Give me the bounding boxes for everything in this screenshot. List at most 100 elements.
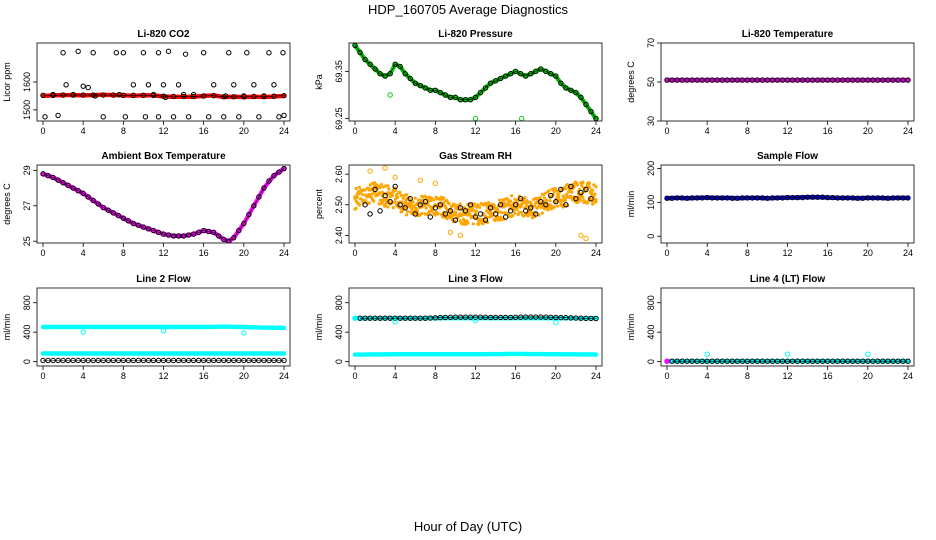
data-point xyxy=(538,314,544,320)
band-point xyxy=(484,209,489,213)
x-tick-label: 0 xyxy=(352,371,357,381)
data-point xyxy=(674,358,680,364)
band-point xyxy=(538,195,542,200)
data-point xyxy=(573,195,579,202)
series-line xyxy=(42,168,285,242)
data-point xyxy=(784,358,791,364)
data-point xyxy=(85,357,91,364)
y-tick-label: 400 xyxy=(646,325,656,340)
data-point xyxy=(90,197,96,204)
data-point xyxy=(281,92,287,99)
data-point xyxy=(50,357,56,364)
data-point xyxy=(412,80,418,86)
data-point xyxy=(774,358,781,364)
data-point xyxy=(824,194,831,201)
data-point xyxy=(875,358,881,364)
band-point xyxy=(378,185,382,189)
plot-area xyxy=(664,194,911,201)
data-point xyxy=(266,178,272,184)
data-point xyxy=(905,77,911,83)
data-point xyxy=(392,315,398,321)
data-point xyxy=(170,114,177,120)
data-point xyxy=(75,48,81,55)
data-point xyxy=(507,208,514,214)
data-point xyxy=(130,82,137,88)
band-point xyxy=(579,198,583,202)
x-tick-label: 4 xyxy=(81,248,86,258)
x-tick-label: 4 xyxy=(705,126,710,136)
data-point xyxy=(387,71,393,77)
data-point xyxy=(231,82,237,88)
data-point xyxy=(211,92,217,99)
data-point xyxy=(709,77,715,83)
data-point xyxy=(377,315,383,321)
y-tick-label: 27 xyxy=(22,201,32,211)
data-point xyxy=(809,358,816,364)
x-tick-label: 8 xyxy=(433,371,438,381)
data-point xyxy=(362,315,368,321)
data-point xyxy=(160,93,167,99)
band-point xyxy=(478,205,482,209)
data-point xyxy=(789,77,796,83)
data-point xyxy=(367,61,373,67)
data-point xyxy=(256,357,262,364)
x-tick-label: 24 xyxy=(279,371,289,381)
data-point xyxy=(60,92,66,98)
band-point xyxy=(436,212,440,216)
data-point xyxy=(452,217,459,223)
data-point xyxy=(835,195,841,201)
data-point xyxy=(699,195,705,201)
data-point xyxy=(150,227,157,234)
panel-title: Li-820 CO2 xyxy=(137,29,190,40)
data-point xyxy=(145,82,152,88)
data-point xyxy=(205,228,212,235)
band-point xyxy=(593,352,599,357)
data-point xyxy=(462,97,469,103)
data-point xyxy=(140,92,147,99)
data-point xyxy=(563,315,569,321)
data-point xyxy=(497,314,504,321)
data-point xyxy=(407,75,413,82)
data-point xyxy=(699,358,705,364)
band-point xyxy=(357,185,361,189)
data-point xyxy=(684,77,690,83)
data-point xyxy=(804,194,811,200)
data-point xyxy=(70,357,76,364)
band-point xyxy=(594,200,598,204)
data-point xyxy=(231,234,237,241)
band-point xyxy=(379,182,383,187)
band-point xyxy=(357,203,361,207)
band-point xyxy=(373,181,377,185)
y-tick-label: 100 xyxy=(646,195,656,210)
panel-3: Li-820 Temperature degrees C 0 4 8 12 16 20 24 30… xyxy=(626,29,915,136)
data-point xyxy=(241,330,247,336)
data-point xyxy=(457,97,464,103)
band-point xyxy=(587,185,592,189)
data-point xyxy=(845,77,851,83)
band-point xyxy=(472,202,477,206)
data-point xyxy=(890,77,896,83)
data-point xyxy=(226,50,232,56)
band-point xyxy=(511,213,515,218)
x-tick-label: 20 xyxy=(551,371,561,381)
data-point xyxy=(226,238,232,243)
band-point xyxy=(386,205,390,209)
data-point xyxy=(100,92,106,98)
data-point xyxy=(799,77,806,83)
band-point xyxy=(369,188,374,192)
data-point xyxy=(135,357,142,364)
data-point xyxy=(769,358,776,364)
band-point xyxy=(548,199,552,203)
band-point xyxy=(395,192,399,197)
data-point xyxy=(835,77,841,83)
data-point xyxy=(804,358,811,364)
data-point xyxy=(382,73,388,79)
data-point xyxy=(734,77,740,83)
data-point xyxy=(829,194,836,201)
band-point xyxy=(580,184,584,188)
band-point xyxy=(471,222,475,226)
data-point xyxy=(674,77,680,83)
data-point xyxy=(482,217,489,223)
data-point xyxy=(55,357,61,364)
